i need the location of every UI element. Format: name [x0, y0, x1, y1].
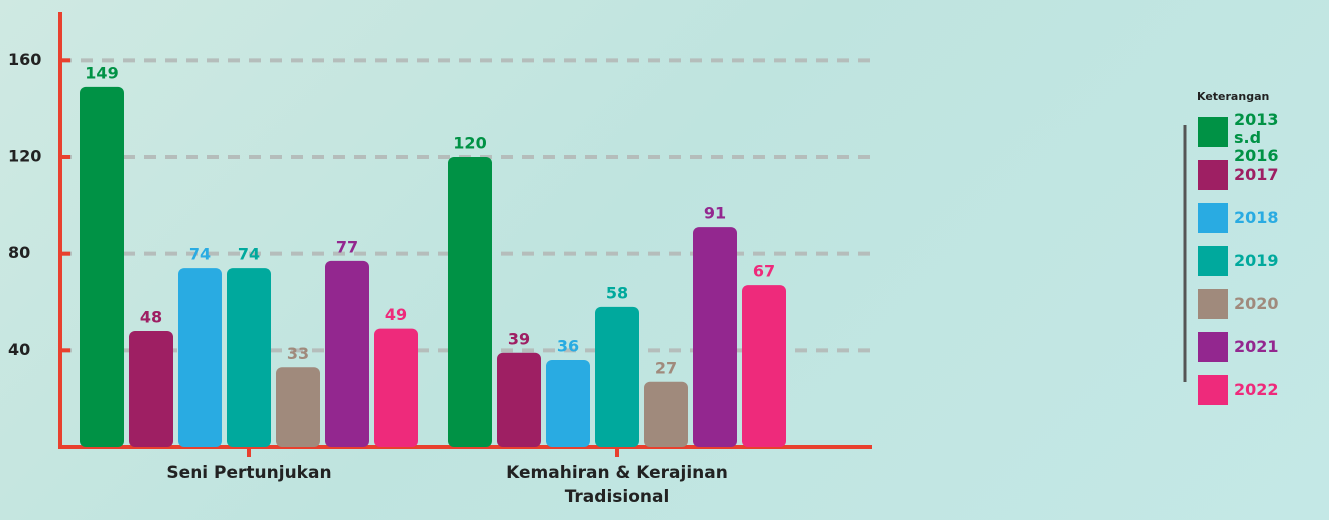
data-label: 27	[655, 358, 677, 377]
data-label: 33	[287, 344, 309, 363]
bar	[80, 87, 124, 447]
bar	[276, 367, 320, 447]
data-label: 36	[557, 337, 579, 356]
bar	[227, 268, 271, 447]
data-label: 149	[85, 63, 118, 82]
legend-swatch	[1198, 160, 1228, 190]
chart-svg: Keterangan 40 80 120 160 149 48 74 74 33 77 49 120 3…	[0, 0, 1329, 520]
x-tick-label: Seni Pertunjukan	[119, 461, 379, 485]
bar	[325, 261, 369, 447]
legend-swatch	[1198, 375, 1228, 405]
data-label: 120	[453, 134, 486, 153]
legend-swatch	[1198, 289, 1228, 319]
legend-label: 2018	[1234, 209, 1304, 227]
data-label: 67	[753, 262, 775, 281]
y-tick-label: 40	[8, 340, 30, 359]
x-tick-label: Kemahiran & Kerajinan Tradisional	[487, 461, 747, 509]
data-label: 91	[704, 204, 726, 223]
data-label: 58	[606, 283, 628, 302]
chart: Keterangan 40 80 120 160 149 48 74 74 33 77 49 120 3…	[0, 0, 1329, 520]
y-tick-label: 80	[8, 243, 30, 262]
bar	[644, 382, 688, 447]
data-label: 49	[385, 305, 407, 324]
bar	[178, 268, 222, 447]
legend-swatch	[1198, 246, 1228, 276]
legend-label: 2013 s.d 2016	[1234, 111, 1304, 165]
data-label: 77	[336, 237, 358, 256]
legend-label: 2020	[1234, 295, 1304, 313]
bar	[374, 329, 418, 447]
bar	[742, 285, 786, 447]
bar	[448, 157, 492, 447]
data-label: 39	[508, 329, 530, 348]
legend-swatch	[1198, 117, 1228, 147]
bar	[129, 331, 173, 447]
legend-label: 2017	[1234, 166, 1304, 184]
data-label: 74	[189, 245, 211, 264]
data-label: 74	[238, 245, 260, 264]
legend-swatch	[1198, 332, 1228, 362]
bar	[595, 307, 639, 447]
legend-swatch	[1198, 203, 1228, 233]
legend-label: 2019	[1234, 252, 1304, 270]
legend-label: 2022	[1234, 381, 1304, 399]
bar	[497, 353, 541, 447]
legend-label: 2021	[1234, 338, 1304, 356]
bar	[546, 360, 590, 447]
bar	[693, 227, 737, 447]
y-tick-label: 160	[8, 50, 41, 69]
data-label: 48	[140, 308, 162, 327]
legend-title: Keterangan	[1197, 90, 1269, 103]
y-tick-label: 120	[8, 147, 41, 166]
